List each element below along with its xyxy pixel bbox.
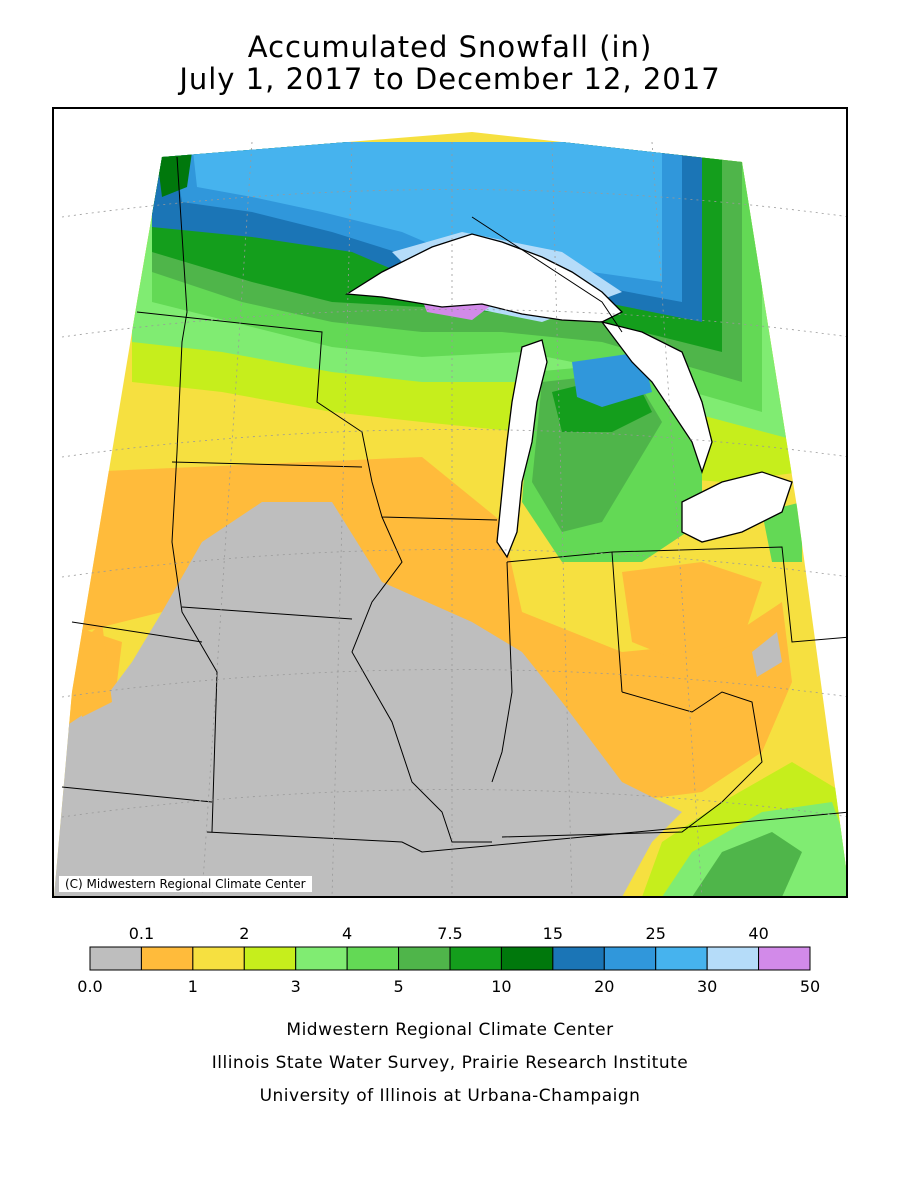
legend-top-label-1: 2 (239, 924, 249, 943)
legend-top-label-6: 40 (748, 924, 768, 943)
legend-bottom-label-6: 30 (697, 977, 717, 996)
credit-mrcc: Midwestern Regional Climate Center (286, 1020, 614, 1040)
map-title: Accumulated Snowfall (in) (247, 30, 653, 64)
legend-swatch-11 (655, 946, 708, 971)
legend-swatch-0 (89, 946, 142, 971)
map-date-range: July 1, 2017 to December 12, 2017 (179, 62, 721, 96)
legend-swatch-6 (398, 946, 451, 971)
legend-bottom-label-0: 0.0 (77, 977, 102, 996)
legend-swatch-2 (192, 946, 245, 971)
great-lakes (345, 233, 793, 559)
legend-swatch-10 (603, 946, 657, 971)
copyright-label: (C) Midwestern Regional Climate Center (59, 876, 312, 892)
legend-bottom-label-7: 50 (800, 977, 820, 996)
legend-bottom-label-1: 1 (188, 977, 198, 996)
legend-swatch-12 (706, 946, 760, 971)
legend-swatch-7 (449, 946, 502, 971)
legend-swatch-4 (295, 946, 348, 971)
legend-swatch-9 (552, 946, 605, 971)
legend-bottom-label-4: 10 (491, 977, 511, 996)
state-boundaries (61, 156, 846, 853)
credit-isws: Illinois State Water Survey, Prairie Res… (211, 1053, 689, 1073)
legend-bottom-label-5: 20 (594, 977, 614, 996)
legend-swatch-8 (500, 946, 554, 971)
legend-swatch-5 (346, 946, 400, 971)
graticule (61, 141, 846, 896)
legend-top-label-3: 7.5 (437, 924, 462, 943)
color-legend: 0.1 2 4 7.5 15 25 40 0.0 1 3 5 10 20 30 50 (77, 924, 820, 996)
legend-top-label-2: 4 (342, 924, 352, 943)
legend-swatch-13 (758, 946, 811, 971)
legend-swatch-3 (243, 946, 297, 971)
snowfall-map: (C) Midwestern Regional Climate Center (52, 107, 848, 898)
legend-bottom-label-2: 3 (291, 977, 301, 996)
legend-swatch-1 (140, 946, 194, 971)
credit-uiuc: University of Illinois at Urbana-Champai… (259, 1086, 641, 1106)
legend-bottom-label-3: 5 (393, 977, 403, 996)
legend-top-label-5: 25 (646, 924, 666, 943)
legend-top-label-0: 0.1 (129, 924, 154, 943)
legend-top-label-4: 15 (543, 924, 563, 943)
